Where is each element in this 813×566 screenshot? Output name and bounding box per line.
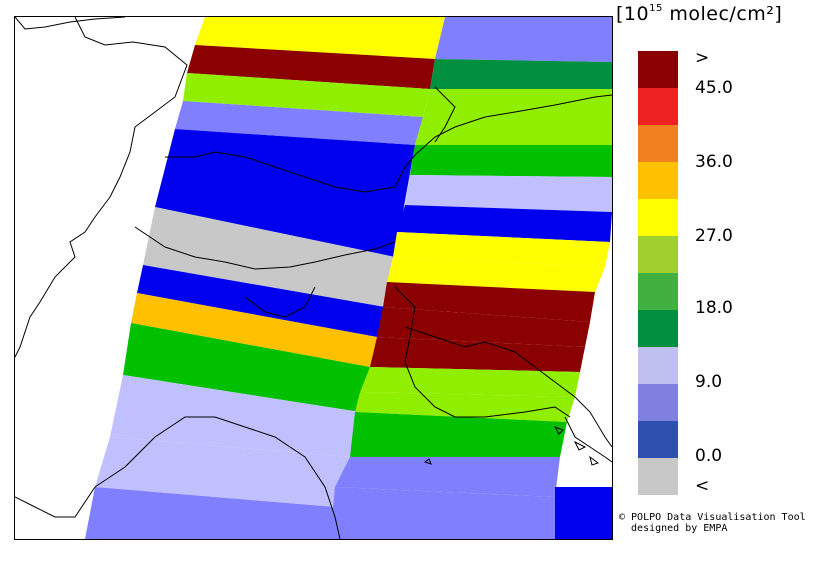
legend-swatch (638, 273, 678, 310)
legend-tick-label: 0.0 (695, 446, 723, 466)
map-panel[interactable] (14, 16, 613, 540)
data-swath-pixel (131, 293, 377, 367)
legend-tick-label: 18.0 (695, 298, 733, 318)
legend-swatch (638, 384, 678, 421)
credits-line: © POLPO Data Visualisation Tool (619, 512, 806, 523)
legend-tick-label: < (695, 476, 710, 496)
data-swath-pixel (85, 487, 335, 539)
legend-swatch (638, 51, 678, 88)
data-swath-pixel (435, 17, 612, 62)
coastline-borders (15, 17, 612, 539)
data-swath-pixel (143, 207, 395, 307)
coastline (15, 486, 96, 518)
credits-note: © POLPO Data Visualisation Tool designed… (619, 512, 806, 534)
credits-line: designed by EMPA (619, 523, 728, 534)
data-swath-pixel (350, 412, 567, 457)
data-swath-pixel (555, 487, 612, 539)
data-swath-pixel (430, 59, 612, 89)
border-line (15, 17, 188, 358)
border-line (244, 286, 316, 318)
border-line (165, 151, 416, 193)
data-swath-pixel (397, 205, 612, 242)
island (553, 426, 564, 435)
legend-swatch (638, 347, 678, 384)
data-swath-pixel (393, 232, 610, 267)
coastline (404, 326, 612, 448)
data-swath-pixel (330, 487, 555, 539)
data-swath-pixel (183, 73, 430, 117)
legend-swatch (638, 125, 678, 162)
data-swath-pixel (335, 457, 560, 497)
legend-swatch (638, 458, 678, 495)
legend-swatch (638, 162, 678, 199)
legend-swatch (638, 88, 678, 125)
data-swath-pixel (383, 282, 595, 322)
data-swath-pixel (95, 437, 350, 507)
data-swath-pixel (377, 307, 590, 347)
coastline (94, 416, 341, 539)
coastline (564, 416, 612, 463)
data-swath-pixel (123, 323, 370, 412)
map-canvas[interactable] (15, 17, 612, 539)
border-line (15, 17, 126, 30)
island (589, 455, 600, 466)
data-swath-pixel (355, 392, 575, 422)
data-swath-pixel (360, 367, 580, 397)
border-line (414, 94, 612, 156)
legend-unit-label: [1015 molec/cm²] (616, 3, 783, 25)
data-swath-pixel (370, 337, 585, 372)
island (573, 440, 587, 451)
coastline (394, 286, 571, 418)
data-swath-pixel (405, 175, 612, 212)
legend-swatch (638, 199, 678, 236)
legend-tick-label: 36.0 (695, 152, 733, 172)
legend-tick-label: 45.0 (695, 78, 733, 98)
data-swath-pixel (175, 101, 423, 145)
island (423, 458, 432, 465)
data-swath-pixel (195, 17, 445, 59)
data-swath-pixel (155, 129, 415, 257)
data-swath-pixel (137, 265, 385, 337)
legend-swatch (638, 421, 678, 458)
data-swath-pixel (110, 375, 360, 457)
legend-color-bar (638, 51, 678, 495)
swath-layer (85, 17, 612, 539)
legend-swatch (638, 310, 678, 347)
data-swath-pixel (387, 257, 605, 292)
data-swath-pixel (187, 45, 435, 89)
legend-swatch (638, 236, 678, 273)
data-swath-pixel (410, 145, 612, 177)
data-swath-pixel (423, 89, 612, 117)
legend-tick-label: 9.0 (695, 372, 723, 392)
border-line (434, 86, 456, 143)
border-line (134, 226, 396, 270)
legend-tick-label: 27.0 (695, 226, 733, 246)
legend-tick-label: > (695, 48, 710, 68)
